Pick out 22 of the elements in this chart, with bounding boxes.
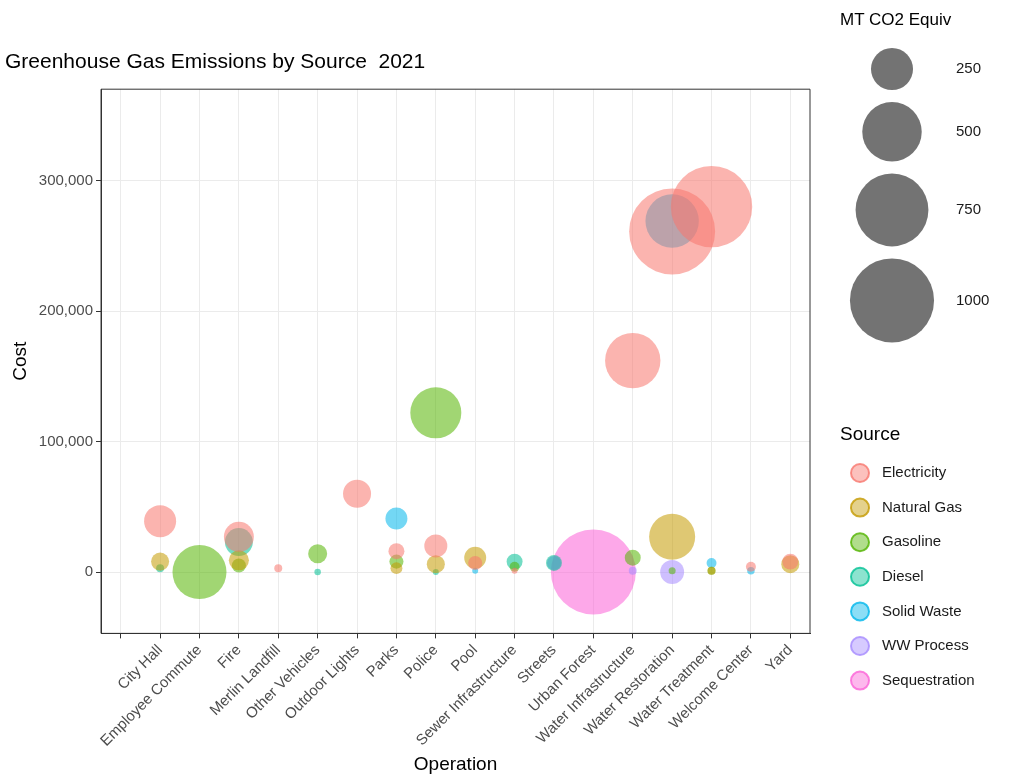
y-tick-label: 100,000 bbox=[38, 431, 94, 449]
y-tick-label: 0 bbox=[84, 562, 94, 580]
x-tick-label: Fire bbox=[213, 640, 244, 672]
y-tick-label: 300,000 bbox=[38, 170, 94, 188]
legend-label: Sequestration bbox=[882, 670, 975, 688]
legend-label: Solid Waste bbox=[882, 601, 962, 619]
legend-label: WW Process bbox=[882, 636, 969, 654]
x-axis-title: Operation bbox=[413, 752, 498, 774]
x-tick-label: Yard bbox=[761, 640, 796, 675]
y-axis-title: Cost bbox=[8, 341, 30, 381]
legend-title: Source bbox=[840, 423, 901, 445]
legend-label: 1000 bbox=[956, 290, 990, 308]
legend-label: 750 bbox=[956, 200, 982, 218]
legend-label: Gasoline bbox=[882, 532, 942, 550]
chart-title: Greenhouse Gas Emissions by Source 2021 bbox=[5, 49, 426, 73]
legend-label: Natural Gas bbox=[882, 497, 963, 515]
legend-label: 250 bbox=[956, 59, 982, 77]
legend-label: Electricity bbox=[882, 463, 947, 481]
legend-label: Diesel bbox=[882, 566, 924, 584]
legend-label: 500 bbox=[956, 121, 982, 139]
y-tick-label: 200,000 bbox=[38, 301, 94, 319]
text: MT CO2 Equiv bbox=[840, 9, 952, 29]
